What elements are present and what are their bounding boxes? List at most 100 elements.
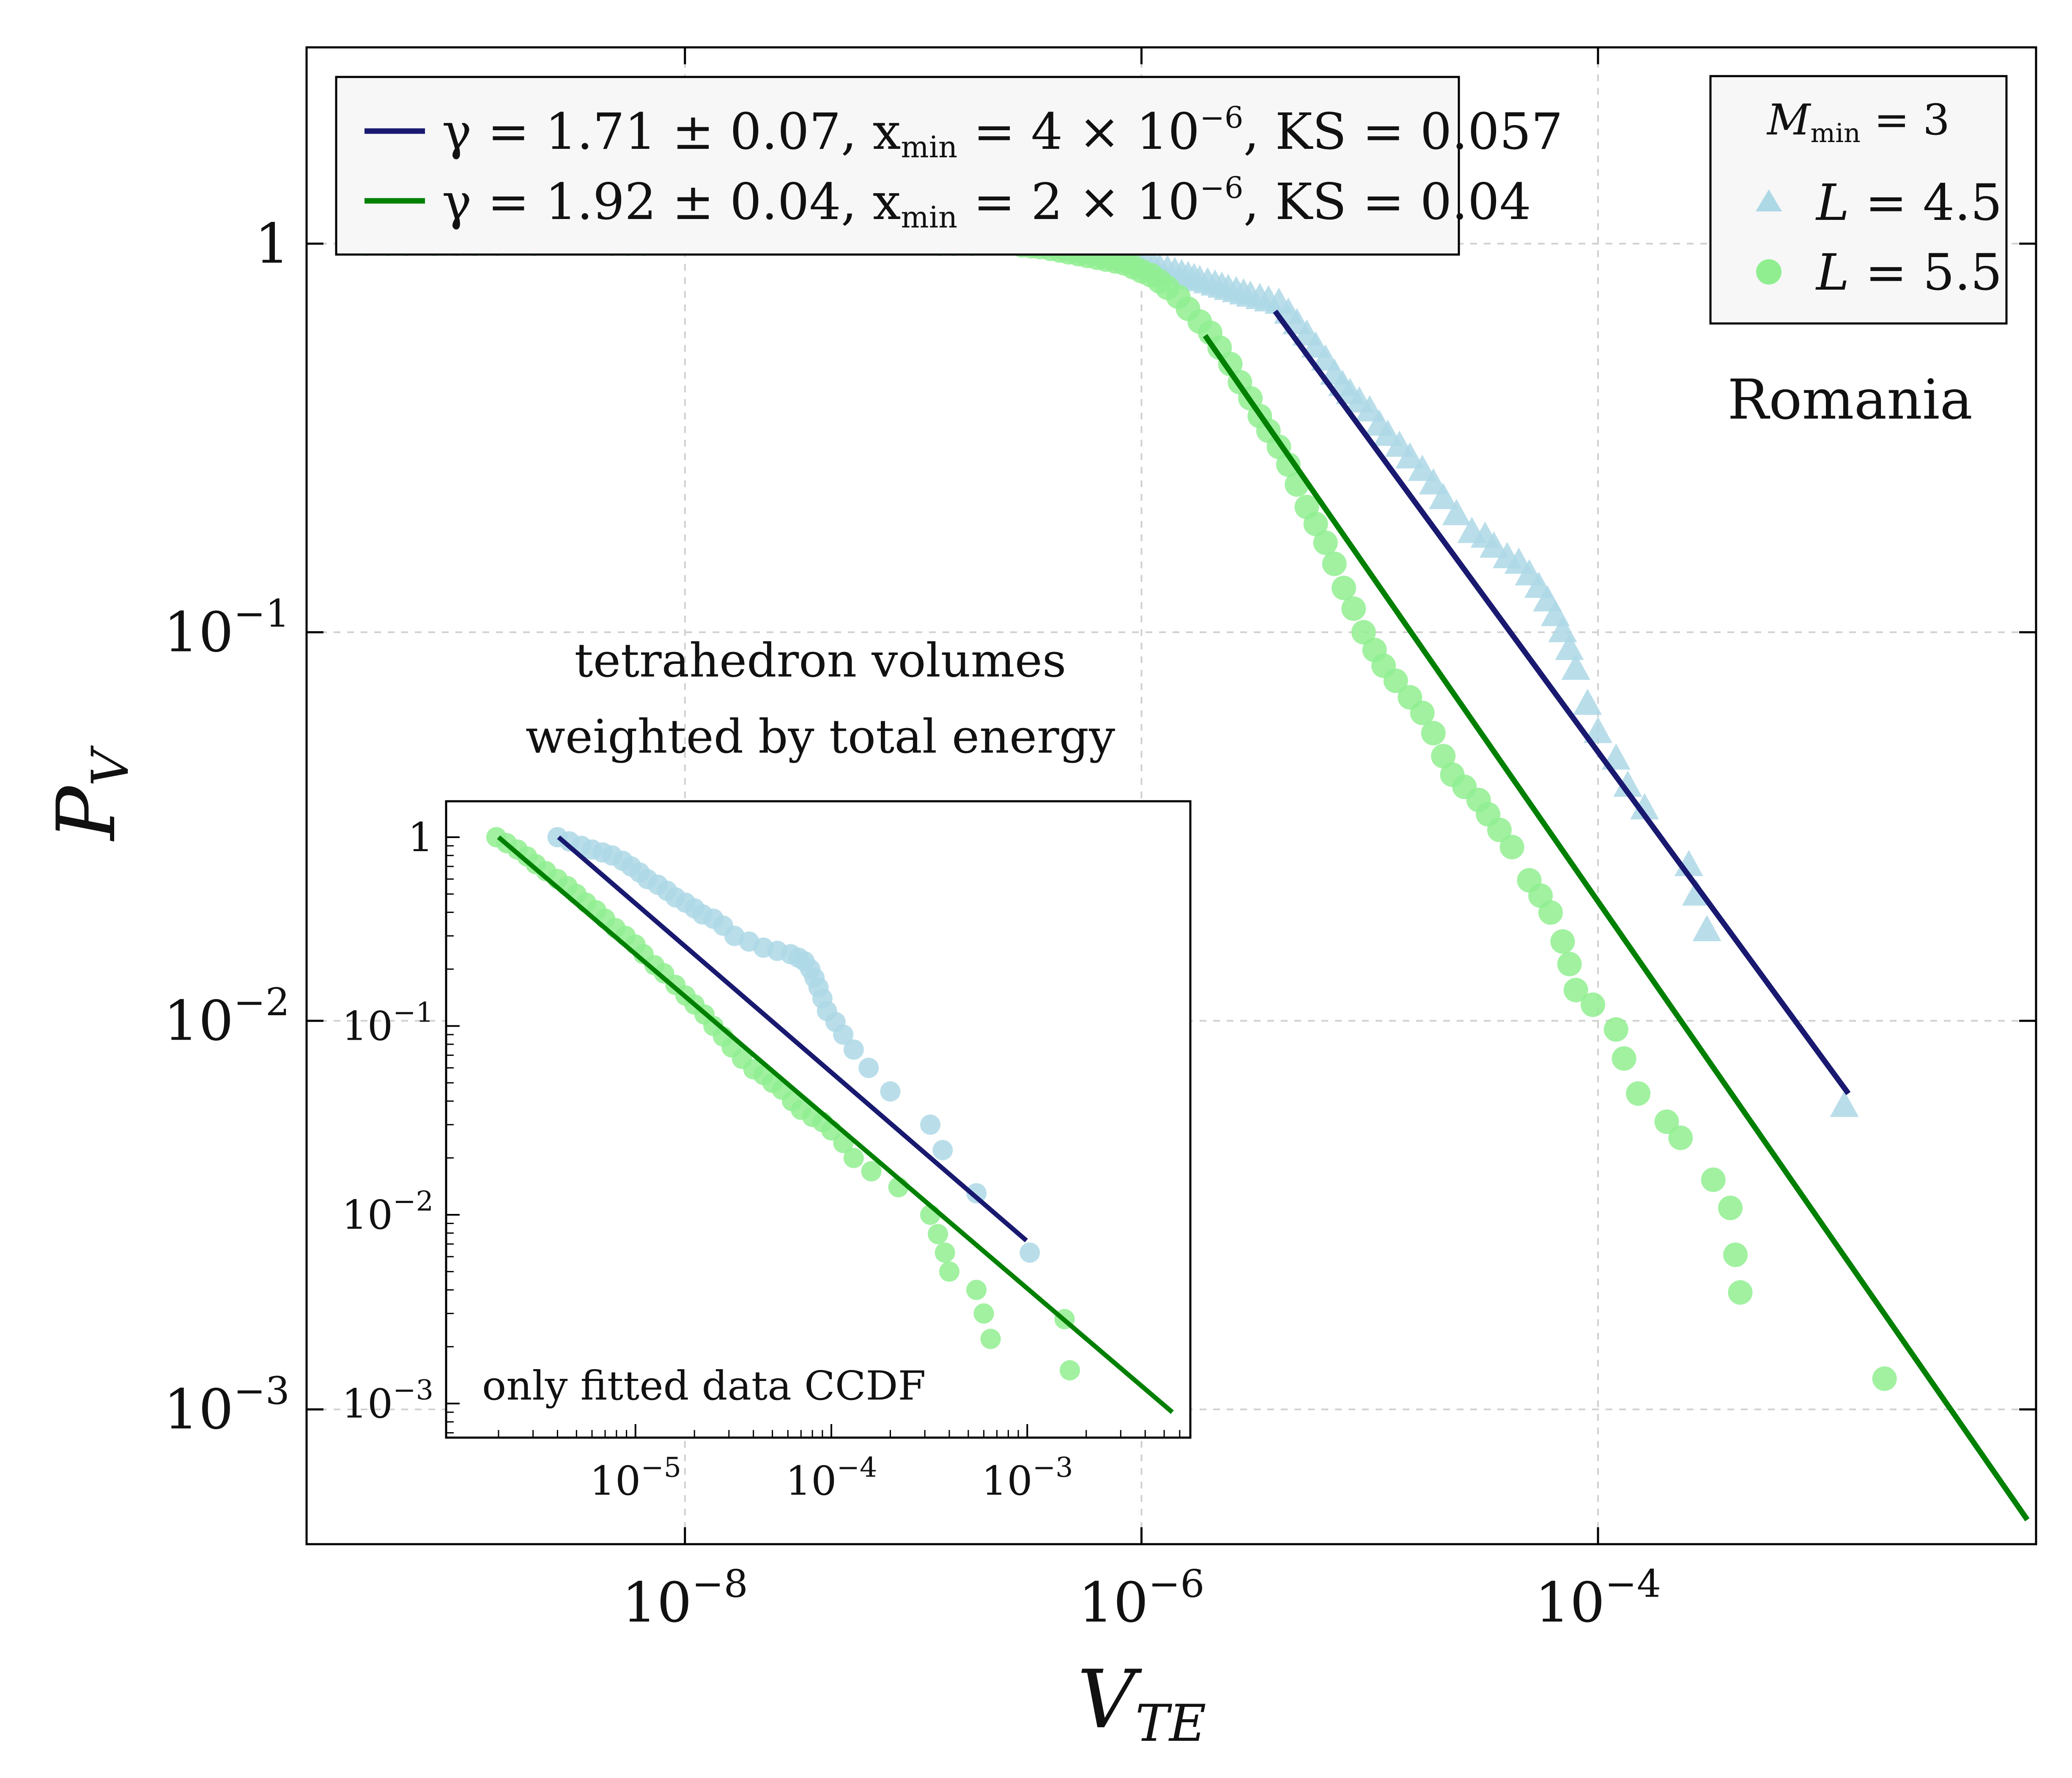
data-point-circle — [1218, 351, 1243, 376]
data-point-triangle — [1395, 442, 1425, 468]
inset-ytick-label-3-base: 10 — [342, 1192, 393, 1238]
series-legend-title-rest: = 3 — [1861, 95, 1950, 145]
main-ytick-label-4-exp: −3 — [233, 1369, 290, 1413]
data-point-triangle — [1583, 717, 1613, 743]
main-ytick-label-4-base: 10 — [164, 1377, 233, 1441]
data-point-circle — [939, 1261, 959, 1282]
data-point-circle — [833, 1024, 854, 1045]
inset-ytick-label-2-exp: −1 — [393, 997, 433, 1029]
fit-legend-green-tail: , KS = 0.04 — [1243, 173, 1531, 231]
fit-legend-green-exp: −6 — [1200, 170, 1243, 205]
main-ytick-label-3-exp: −2 — [233, 980, 290, 1025]
data-point-circle — [1654, 1109, 1679, 1134]
data-point-circle — [1581, 992, 1606, 1017]
data-point-circle — [1626, 1081, 1651, 1106]
inset-series-l-4-5-fitted — [547, 827, 1040, 1263]
data-point-circle — [920, 1114, 941, 1135]
data-point-circle — [1341, 596, 1366, 621]
series-legend-triangle-marker — [1756, 189, 1782, 211]
data-point-circle — [861, 1161, 882, 1182]
data-point-triangle — [1692, 915, 1721, 942]
inset-ytick-label-3: 10−2 — [342, 1186, 433, 1238]
main-series-l-5-5 — [354, 231, 1897, 1391]
inset-ytick-label-4-base: 10 — [342, 1381, 393, 1427]
series-legend-entry-l45: L = 4.5 — [1815, 173, 2002, 232]
data-point-circle — [1313, 530, 1338, 555]
series-legend-l55-rest: = 5.5 — [1849, 243, 2002, 301]
data-point-circle — [1603, 1017, 1628, 1042]
data-point-circle — [1431, 744, 1456, 769]
inset-ytick-label-1-base: 1 — [408, 814, 433, 861]
inset-ytick-label-3-exp: −2 — [393, 1186, 433, 1217]
inset-xtick-label-2-exp: −4 — [837, 1452, 877, 1483]
main-xtick-label-3-base: 10 — [1535, 1570, 1605, 1635]
series-legend-title-sub: min — [1810, 118, 1861, 148]
inset-xtick-label-3-exp: −3 — [1033, 1452, 1073, 1483]
fit-legend-green-mid: = 2 × 10 — [957, 173, 1200, 231]
data-point-triangle — [1555, 633, 1584, 660]
data-point-circle — [880, 1081, 901, 1102]
main-tick-marks — [307, 47, 2036, 1544]
main-xtick-label-2-exp: −6 — [1148, 1562, 1205, 1606]
inset-xtick-label-1-exp: −5 — [641, 1452, 681, 1483]
data-point-circle — [1060, 1360, 1080, 1381]
series-legend-circle-marker — [1756, 259, 1781, 285]
data-point-triangle — [1573, 688, 1602, 715]
fit-legend-blue-sub: min — [901, 130, 957, 164]
data-point-circle — [928, 1224, 948, 1244]
main-ytick-label-2-exp: −1 — [233, 592, 290, 636]
data-point-triangle — [1630, 793, 1659, 819]
inset-xtick-label-3: 10−3 — [981, 1452, 1073, 1504]
main-fit-line-1 — [1273, 310, 1851, 1096]
main-xtick-label-3: 10−4 — [1535, 1562, 1661, 1635]
data-point-circle — [1563, 978, 1588, 1003]
inset-xtick-label-1: 10−5 — [589, 1452, 681, 1504]
main-ytick-label-2-base: 10 — [164, 600, 233, 664]
main-xtick-label-3-exp: −4 — [1605, 1562, 1661, 1606]
data-point-circle — [1351, 620, 1376, 645]
data-point-circle — [1538, 900, 1563, 925]
fit-legend-blue-label: γ = 1.71 ± 0.07, x — [442, 102, 901, 161]
inset-fit-line-2 — [497, 835, 1174, 1414]
main-ytick-label-1: 1 — [255, 211, 290, 276]
y-axis-label-main: P — [40, 785, 133, 841]
data-point-circle — [1550, 929, 1575, 954]
main-ytick-label-1-base: 1 — [255, 211, 290, 276]
fit-legend-green-sub: min — [901, 200, 957, 235]
data-point-triangle — [1613, 770, 1642, 797]
data-point-circle — [932, 1140, 953, 1161]
inset-xtick-label-2: 10−4 — [786, 1452, 877, 1504]
series-legend-title-main: M — [1766, 95, 1812, 145]
fit-legend: γ = 1.71 ± 0.07, xmin = 4 × 10−6, KS = 0… — [335, 76, 1563, 256]
x-axis-label-sub: TE — [1135, 1694, 1206, 1753]
inset-fit-line-1 — [557, 835, 1028, 1243]
inset-xtick-label-2-base: 10 — [786, 1458, 837, 1504]
main-xtick-label-1: 10−8 — [622, 1562, 748, 1635]
data-point-circle — [966, 1279, 987, 1300]
data-point-circle — [1701, 1167, 1726, 1192]
fit-legend-blue-exp: −6 — [1200, 100, 1243, 135]
data-point-circle — [1020, 1242, 1040, 1263]
y-axis-label-sub: V — [81, 745, 140, 786]
data-point-circle — [858, 1057, 879, 1078]
x-axis-label-main: V — [1077, 1653, 1143, 1746]
data-point-circle — [1322, 551, 1347, 576]
main-xtick-label-1-exp: −8 — [692, 1562, 748, 1606]
inset-ytick-label-1: 1 — [408, 814, 433, 861]
series-legend-entry-l55: L = 5.5 — [1815, 243, 2002, 301]
y-axis-label: PV — [40, 745, 140, 841]
fit-legend-green-label: γ = 1.92 ± 0.04, x — [442, 173, 901, 231]
data-point-circle — [1487, 817, 1512, 842]
data-point-circle — [1499, 835, 1524, 860]
inset-ytick-label-4: 10−3 — [342, 1375, 433, 1427]
main-ytick-label-3: 10−2 — [164, 980, 290, 1053]
main-xtick-label-2: 10−6 — [1078, 1562, 1204, 1635]
fit-legend-entry-green: γ = 1.92 ± 0.04, xmin = 2 × 10−6, KS = 0… — [442, 170, 1531, 235]
data-point-triangle — [1408, 455, 1437, 481]
data-point-triangle — [1442, 499, 1471, 526]
country-annotation: Romania — [1727, 367, 1973, 432]
